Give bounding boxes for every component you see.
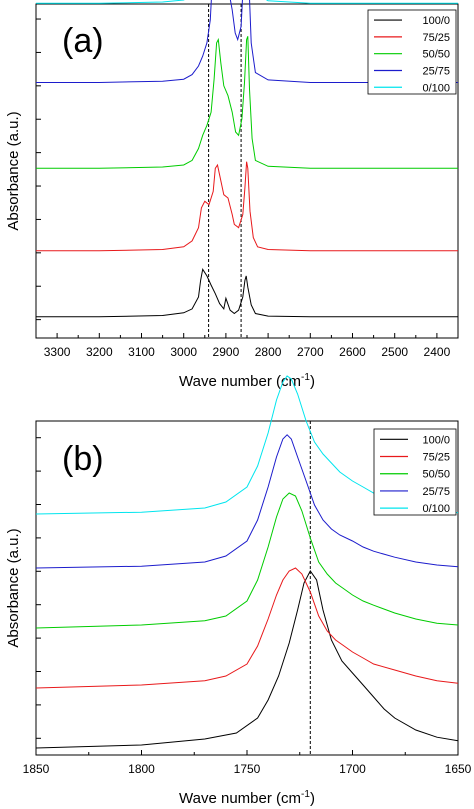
x-tick-label: 2500	[381, 345, 408, 359]
series-line-0-100	[36, 0, 458, 4]
panel-label-b: (b)	[62, 440, 104, 478]
y-axis-label-a: Absorbance (a.u.)	[5, 111, 22, 230]
x-axis-label-a: Wave number (cm-1)	[179, 372, 315, 390]
x-tick-label: 1800	[128, 762, 155, 776]
series-line-50-50	[35, 492, 459, 629]
x-axis-ticks-b: 1850 1800 1750 1700 1650	[23, 750, 472, 776]
legend-label: 0/100	[422, 503, 450, 515]
series-line-100-0	[36, 267, 458, 318]
legend-label: 75/25	[422, 32, 450, 44]
y-axis-label-b: Absorbance (a.u.)	[5, 528, 22, 647]
x-tick-label: 1750	[234, 762, 261, 776]
x-tick-label: 2600	[339, 345, 366, 359]
spectra-b	[35, 375, 459, 749]
series-line-75-25	[36, 161, 458, 252]
legend-box	[367, 9, 457, 95]
x-tick-label: 2700	[297, 345, 324, 359]
x-tick-label: 3300	[44, 345, 71, 359]
series-line-50-50	[36, 36, 458, 169]
reference-lines-a	[208, 4, 242, 338]
x-tick-label: 2400	[424, 345, 451, 359]
x-tick-label: 3200	[86, 345, 113, 359]
legend-label: 100/0	[422, 15, 450, 27]
x-axis-ticks-a: 3300 3200 3100 3000 2900 2800 2700 2600 2500 2400	[44, 333, 451, 359]
x-tick-label: 1850	[23, 762, 50, 776]
x-tick-label: 3000	[170, 345, 197, 359]
series-line-25-75	[36, 0, 458, 83]
series-line-75-25	[35, 567, 459, 689]
legend-label: 100/0	[422, 434, 450, 446]
legend-box	[373, 428, 457, 516]
y-axis-ticks-b	[36, 437, 41, 739]
legend-label: 25/75	[422, 65, 450, 77]
panel-label-a: (a)	[62, 22, 104, 60]
panel-b: 1850 1800 1750 1700 1650 (b) 100/0 75/25 50/50…	[5, 375, 472, 807]
legend-label: 50/50	[422, 49, 450, 61]
legend-a: 100/0 75/25 50/50 25/75 0/100	[367, 9, 457, 95]
x-tick-label: 1650	[445, 762, 472, 776]
x-tick-label: 2900	[213, 345, 240, 359]
x-tick-label: 3100	[128, 345, 155, 359]
legend-b: 100/0 75/25 50/50 25/75 0/100	[373, 428, 457, 516]
legend-label: 25/75	[422, 486, 450, 498]
legend-label: 50/50	[422, 469, 450, 481]
spectra-a	[36, 0, 458, 318]
x-tick-label: 2800	[255, 345, 282, 359]
series-line-100-0	[35, 570, 459, 749]
panel-a: 3300 3200 3100 3000 2900 2800 2700 2600 2500 2400…	[5, 0, 459, 390]
x-tick-label: 1700	[339, 762, 366, 776]
legend-label: 75/25	[422, 452, 450, 464]
x-axis-label-b: Wave number (cm-1)	[179, 789, 315, 807]
series-line-25-75	[35, 434, 459, 569]
legend-label: 0/100	[422, 82, 450, 94]
y-axis-ticks-a	[36, 18, 41, 321]
